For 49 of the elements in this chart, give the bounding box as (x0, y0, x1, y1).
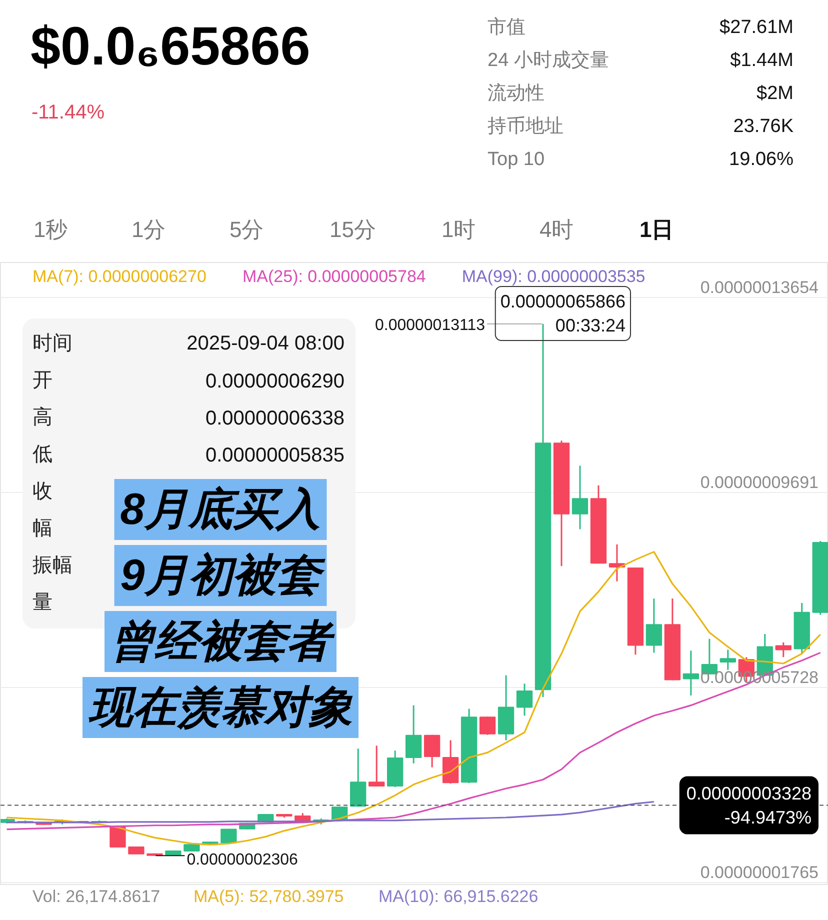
text: 5分 (230, 217, 264, 242)
annotation: 低 (32, 444, 52, 466)
y-tick-label: 0.00000013654 (700, 278, 819, 298)
annotation: 0.00000006290 (205, 370, 345, 392)
annotation: 8月底买入 (120, 485, 321, 534)
annotation: 量 (32, 592, 52, 614)
text: Vol: 26,174.8617 (32, 887, 160, 906)
annotation: 0.00000013113 (374, 316, 486, 334)
text: 1时 (442, 217, 476, 242)
text: 市值 (488, 16, 526, 38)
annotation: 0.00000065866 (500, 292, 626, 312)
text: 23.76K (733, 116, 794, 137)
annotation: 现在羡慕对象 (88, 683, 354, 732)
text: 19.06% (729, 149, 794, 170)
annotation: 高 (32, 406, 52, 428)
text: $27.61M (720, 17, 794, 38)
annotation: 时间 (32, 332, 72, 354)
text: 1日 (640, 217, 674, 242)
annotation: 收 (32, 480, 52, 502)
annotation: 2025-09-04 08:00 (186, 332, 345, 354)
annotation: 幅 (32, 518, 52, 540)
text: 15分 (330, 217, 376, 242)
text: MA(7): 0.00000006270 (32, 267, 206, 286)
text: 24 小时成交量 (488, 49, 609, 71)
text: -11.44% (32, 102, 105, 124)
text: $2M (756, 83, 794, 104)
text: 1秒 (34, 217, 68, 242)
text: 持币地址 (488, 116, 564, 137)
annotation: 0.00000006338 (205, 408, 345, 430)
annotation: 开 (32, 370, 52, 392)
ref-line-label: 0.00000003328 -94.9473% (686, 783, 812, 828)
annotation: 振幅 (32, 554, 72, 576)
text: $1.44M (730, 50, 794, 71)
text: MA(25): 0.00000005784 (242, 267, 426, 286)
text: 4时 (540, 217, 574, 242)
annotation: 曾经被套者 (110, 617, 336, 666)
y-tick-label: 0.00000009691 (700, 473, 819, 492)
annotation: 9月初被套 (120, 551, 326, 600)
text: Top 10 (488, 149, 545, 170)
text: $0.0₆65866 (30, 16, 310, 76)
annotation: 00:33:24 (555, 316, 626, 336)
text: MA(5): 52,780.3975 (194, 887, 344, 906)
annotation: 0.00000005835 (205, 444, 345, 466)
y-tick-label: 0.00000001765 (700, 863, 819, 882)
text: 1分 (132, 217, 166, 242)
text: 流动性 (488, 82, 544, 104)
annotation: 0.00000002306 (186, 852, 298, 869)
text: MA(10): 66,915.6226 (378, 887, 538, 906)
text: MA(99): 0.00000003535 (462, 267, 646, 286)
